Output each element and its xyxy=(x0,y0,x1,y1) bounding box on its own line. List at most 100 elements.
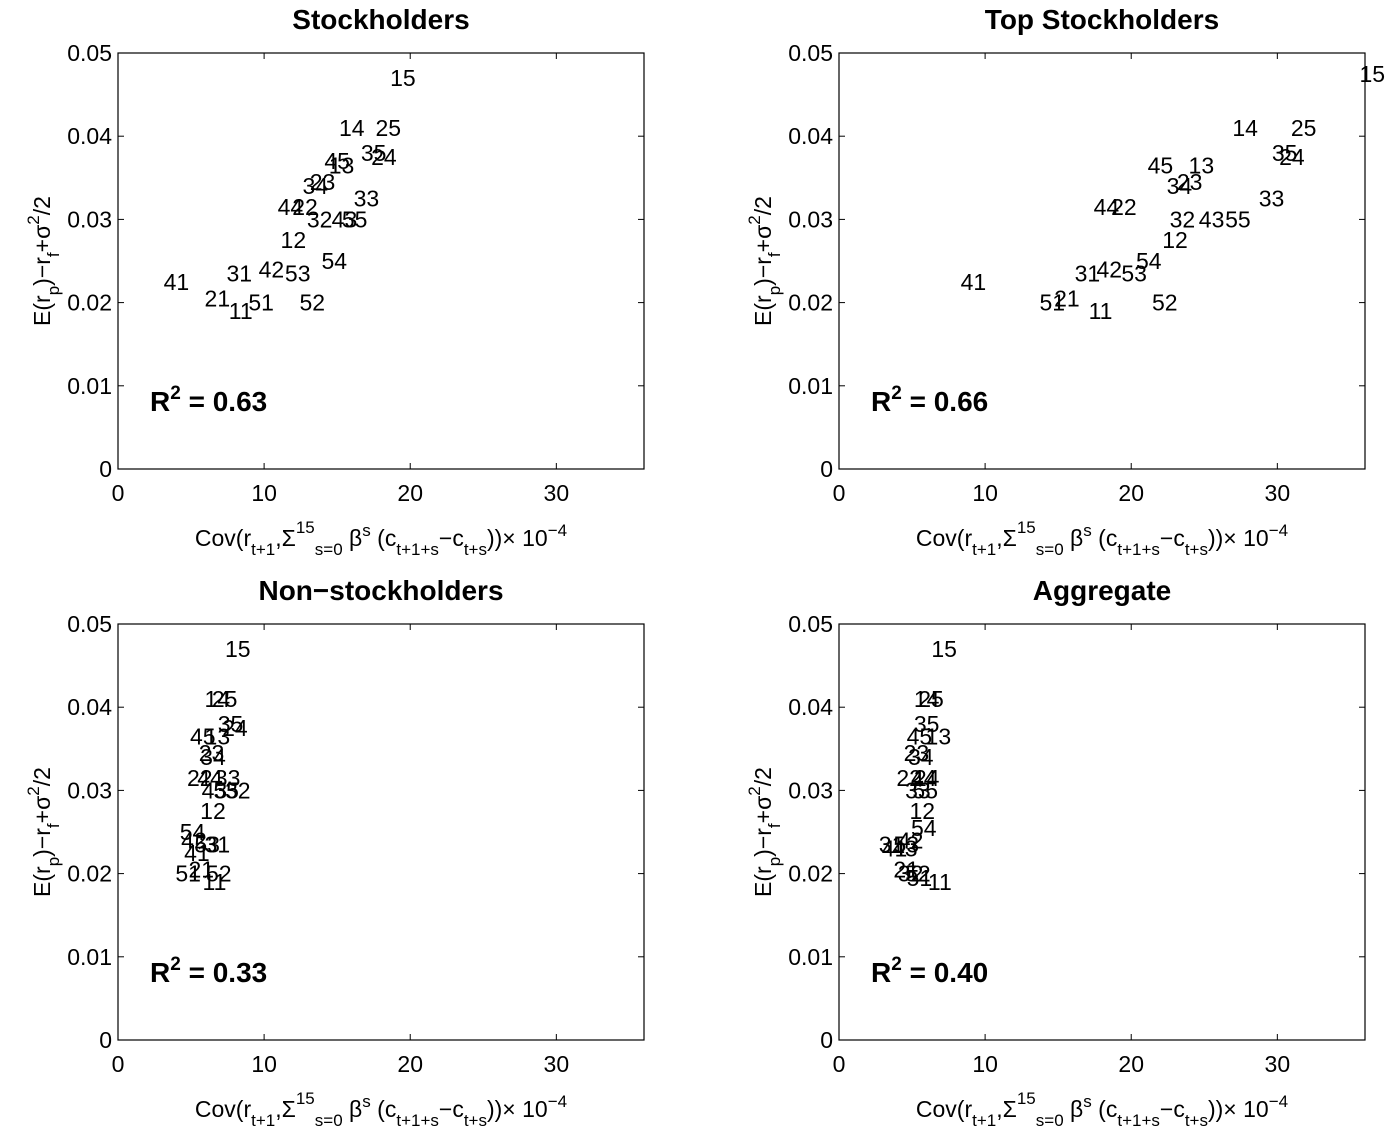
r-squared-symbol: R xyxy=(871,957,891,988)
chart-title: Stockholders xyxy=(292,4,469,35)
data-point-label: 31 xyxy=(226,260,252,286)
axis-label-part: 15 xyxy=(296,1089,315,1108)
axis-label-part: p xyxy=(44,857,63,866)
data-point-label: 55 xyxy=(213,777,239,803)
axis-label-part: β xyxy=(1064,525,1084,551)
data-point-label: 25 xyxy=(918,686,944,712)
data-point-label: 32 xyxy=(1170,206,1196,232)
data-point-label: 21 xyxy=(188,856,214,882)
axis-label-part: f xyxy=(765,252,784,257)
data-point-label: 13 xyxy=(926,723,952,749)
data-point-label: 45 xyxy=(1148,152,1174,178)
axis-label-part: s=0 xyxy=(315,540,343,559)
chart-title: Non−stockholders xyxy=(258,575,503,606)
x-tick-label: 20 xyxy=(397,480,423,506)
r-squared-value: = 0.63 xyxy=(181,386,267,417)
data-point-label: 21 xyxy=(205,285,231,311)
plot-frame xyxy=(838,52,1366,470)
x-tick-label: 10 xyxy=(251,480,277,506)
data-point-label: 45 xyxy=(907,723,933,749)
x-tick-label: 20 xyxy=(397,1051,423,1077)
data-point-label: 43 xyxy=(332,206,358,232)
axis-label-part: (c xyxy=(1092,525,1118,551)
r-squared-symbol: R xyxy=(871,386,891,417)
axis-label-part: (c xyxy=(1092,1096,1118,1122)
data-point-label: 51 xyxy=(907,865,933,891)
plot-frame xyxy=(117,52,645,470)
y-tick-label: 0.02 xyxy=(788,861,833,887)
data-point-label: 11 xyxy=(229,298,253,324)
data-point-label: 55 xyxy=(912,777,938,803)
x-tick-label: 0 xyxy=(112,480,125,506)
x-axis-label: Cov(rt+1,Σ15s=0 βs (ct+1+s−ct+s))× 10−4 xyxy=(916,518,1288,559)
axis-label-part: β xyxy=(343,525,363,551)
data-point-label: 22 xyxy=(896,765,922,791)
data-point-label: 44 xyxy=(911,765,937,791)
axis-label-part: +σ xyxy=(29,796,55,824)
axis-label-part: (c xyxy=(371,525,397,551)
axis-label-part: t+1 xyxy=(972,540,996,559)
chart-title: Top Stockholders xyxy=(985,4,1219,35)
axis-label-part: ,Σ xyxy=(275,525,296,551)
data-point-label: 44 xyxy=(1094,194,1120,220)
data-point-label: 42 xyxy=(898,827,924,853)
r-squared-value: = 0.33 xyxy=(181,957,267,988)
axis-label-part: s xyxy=(362,521,371,540)
data-point-label: 31 xyxy=(1075,260,1101,286)
x-tick-label: 0 xyxy=(112,1051,125,1077)
data-point-label: 31 xyxy=(205,831,231,857)
axis-label-part: ))× 10 xyxy=(487,1096,548,1122)
axis-label-part: 2 xyxy=(745,215,764,224)
axis-label-part: ,Σ xyxy=(996,1096,1017,1122)
data-point-label: 13 xyxy=(205,723,231,749)
axis-label-part: t+1+s xyxy=(396,1111,439,1130)
data-point-label: 32 xyxy=(225,777,251,803)
data-point-label: 34 xyxy=(1167,173,1193,199)
y-tick-label: 0.05 xyxy=(788,611,833,637)
data-point-label: 14 xyxy=(1232,115,1258,141)
axis-label-part: 2 xyxy=(24,215,43,224)
data-point-label: 35 xyxy=(361,140,387,166)
data-point-label: 25 xyxy=(376,115,402,141)
axis-label-part: −4 xyxy=(548,521,567,540)
data-point-label: 23 xyxy=(904,740,930,766)
x-tick-label: 10 xyxy=(251,1051,277,1077)
axis-label-part: s xyxy=(1083,521,1092,540)
data-point-label: 15 xyxy=(931,636,957,662)
data-point-label: 54 xyxy=(1136,248,1162,274)
data-point-label: 23 xyxy=(1177,169,1203,195)
r-squared-exponent: 2 xyxy=(170,954,181,975)
y-tick-label: 0.03 xyxy=(67,206,112,232)
data-point-label: 34 xyxy=(200,744,226,770)
r-squared-annotation: R2 = 0.40 xyxy=(871,954,988,988)
r-squared-annotation: R2 = 0.63 xyxy=(150,383,267,417)
r-squared-exponent: 2 xyxy=(891,383,902,404)
data-point-label: 45 xyxy=(324,148,350,174)
x-axis-label: Cov(rt+1,Σ15s=0 βs (ct+1+s−ct+s))× 10−4 xyxy=(195,1089,567,1130)
axis-label-part: 15 xyxy=(1017,1089,1036,1108)
x-tick-label: 10 xyxy=(972,1051,998,1077)
data-point-label: 35 xyxy=(218,711,244,737)
data-point-label: 22 xyxy=(292,194,318,220)
axis-label-part: +σ xyxy=(750,225,776,253)
axis-label-part: )−r xyxy=(29,257,55,286)
data-point-label: 53 xyxy=(194,831,220,857)
data-point-label: 44 xyxy=(278,194,304,220)
data-point-label: 53 xyxy=(1121,260,1147,286)
axis-label-part: t+1 xyxy=(972,1111,996,1130)
axis-label-part: E(r xyxy=(750,866,776,897)
chart-panel: 0 10 20 30 0 0.01 0.02 0.03 0.04 0.05 Non−stockhol… xyxy=(24,575,645,1130)
data-point-label: 34 xyxy=(302,173,328,199)
x-tick-label: 30 xyxy=(544,1051,570,1077)
data-point-label: 12 xyxy=(281,227,307,253)
y-tick-label: 0.03 xyxy=(788,206,833,232)
data-point-label: 14 xyxy=(914,686,940,712)
data-point-label: 51 xyxy=(1040,290,1066,316)
y-tick-label: 0.03 xyxy=(788,777,833,803)
axis-label-part: )−r xyxy=(29,828,55,857)
y-tick-label: 0.04 xyxy=(788,123,833,149)
data-point-label: 13 xyxy=(329,152,355,178)
data-point-label: 41 xyxy=(184,840,210,866)
axis-label-part: t+1 xyxy=(251,1111,275,1130)
